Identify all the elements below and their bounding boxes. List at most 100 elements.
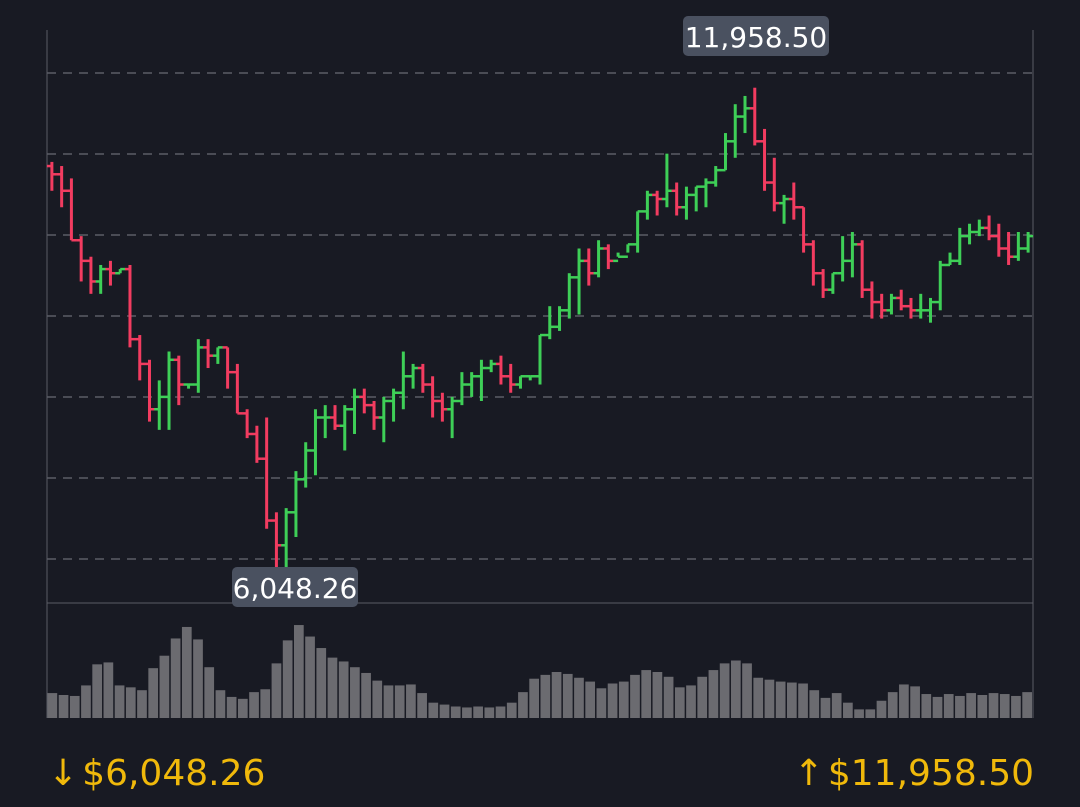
volume-bar [843, 702, 853, 718]
candle [1003, 231, 1014, 265]
volume-bar [921, 694, 932, 718]
candlestick-chart[interactable]: 11,958.50 6,048.26 [0, 0, 1080, 740]
volume-bar [977, 695, 988, 718]
candle [56, 166, 67, 208]
candle [95, 264, 106, 294]
candle [144, 359, 155, 422]
candle [798, 206, 809, 253]
arrow-down-icon: ↓ [48, 753, 79, 794]
candle [691, 185, 702, 212]
period-high-value: 11,958.50 [850, 753, 1034, 794]
candle [134, 335, 145, 381]
volume-bar [854, 709, 864, 718]
volume-bar [417, 693, 427, 718]
volume-bar [260, 689, 271, 718]
candle [642, 190, 653, 220]
candle [759, 128, 770, 191]
volume-bar [899, 684, 909, 718]
candle [154, 380, 165, 430]
volume-bar [686, 685, 696, 718]
volume-bar [170, 638, 181, 718]
volume-bar [495, 706, 506, 718]
candle [46, 161, 57, 191]
candle [769, 157, 780, 212]
volume-bar [506, 702, 517, 718]
candle [505, 363, 516, 393]
candle [408, 363, 419, 389]
candle [222, 346, 233, 389]
candle [173, 355, 184, 406]
candle [310, 409, 321, 476]
candle [76, 236, 87, 282]
candle [476, 359, 487, 402]
candle [349, 388, 360, 434]
candle [85, 256, 96, 294]
volume-bar [327, 657, 338, 718]
candle [593, 240, 604, 278]
volume-bar [484, 707, 495, 718]
candle [993, 223, 1004, 257]
candle [378, 396, 389, 443]
candle [437, 392, 448, 422]
candle [866, 281, 877, 319]
candle [251, 425, 262, 463]
candle [886, 293, 897, 315]
volume-bar [372, 680, 383, 718]
volume-bar [383, 685, 394, 718]
candle [203, 339, 214, 369]
volume-bar [753, 677, 764, 718]
range-summary: ↓ $6,048.26 ↑ $11,958.50 [0, 748, 1080, 804]
candle [905, 297, 916, 319]
candle [896, 289, 907, 311]
candle [808, 240, 819, 286]
volume-bar [775, 681, 786, 718]
volume-bar [820, 697, 831, 718]
candle [1013, 231, 1024, 261]
candle [329, 405, 340, 430]
volume-bar [887, 692, 898, 718]
candle [740, 95, 751, 134]
candle [945, 252, 956, 267]
period-low: ↓ $6,048.26 [48, 748, 265, 800]
period-low-value: 6,048.26 [105, 753, 266, 794]
volume-bar [473, 706, 483, 718]
candle [661, 153, 672, 208]
volume-bar [316, 648, 327, 718]
volume-bar [394, 685, 405, 718]
volume-bar [305, 636, 315, 718]
volume-bar [462, 707, 472, 718]
candle [281, 508, 292, 575]
volume-bar [406, 684, 416, 718]
candle [544, 306, 555, 340]
volume-bar [652, 672, 663, 718]
max-price-label-bg [683, 16, 829, 56]
volume-bar [237, 698, 248, 718]
period-high-currency: $ [827, 753, 851, 794]
volume-bar [865, 709, 876, 718]
candle [847, 231, 858, 278]
candle [788, 182, 799, 220]
volume-bar [697, 676, 708, 718]
volume-bar [641, 670, 652, 718]
volume-bar [943, 694, 954, 718]
candle [984, 215, 995, 241]
extreme-labels: 11,958.50 6,048.26 [232, 16, 829, 607]
volume-bar [764, 679, 775, 718]
candle [603, 244, 614, 270]
volume-bar [663, 676, 674, 718]
candle [652, 190, 663, 216]
volume-bar [81, 685, 91, 718]
volume-bar [58, 695, 69, 718]
candle [417, 363, 428, 393]
volume-bar [181, 626, 192, 718]
candle [124, 264, 135, 348]
candle [613, 252, 624, 263]
candle [466, 372, 477, 397]
volume-bar [529, 678, 539, 718]
candle [398, 351, 409, 410]
candle [427, 376, 438, 418]
volume-bar [596, 688, 607, 718]
candle [495, 355, 506, 385]
volume-bar [999, 694, 1010, 718]
